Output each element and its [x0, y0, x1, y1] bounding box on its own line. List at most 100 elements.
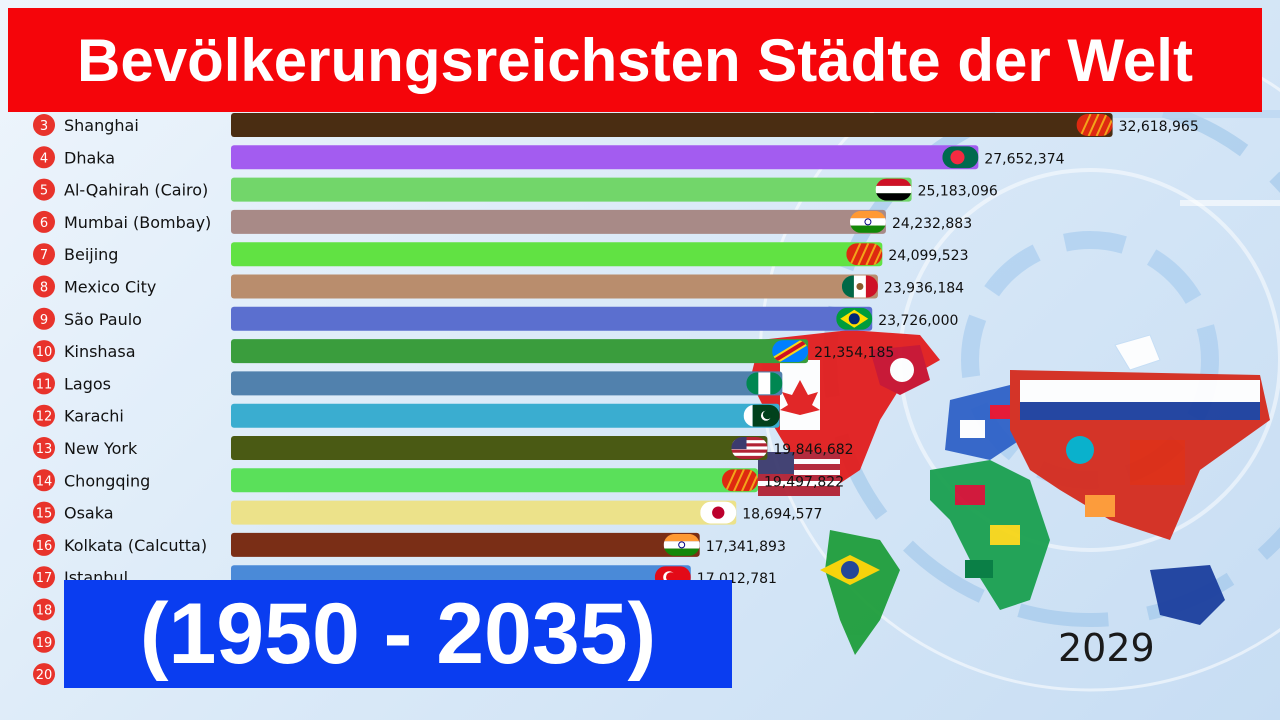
city-label: Dhaka: [64, 148, 115, 167]
rank-badge-circle: [33, 533, 55, 556]
bar: [231, 403, 780, 428]
rank-badge-number: 18: [36, 604, 53, 619]
rank-badge: 4: [33, 146, 55, 169]
value-label: 21,354,185: [814, 345, 894, 361]
usa-flag-icon: [731, 437, 768, 459]
city-label: New York: [64, 439, 138, 458]
rank-badge-number: 15: [36, 507, 53, 522]
pakistan-flag-icon: [743, 404, 780, 427]
rank-badge: 7: [33, 243, 55, 266]
rank-badge-circle: [33, 243, 55, 266]
rank-badge: 3: [33, 114, 55, 136]
city-label: Chongqing: [64, 471, 150, 490]
bar: [231, 371, 783, 396]
rank-badge-circle: [33, 469, 55, 492]
city-label: Al-Qahirah (Cairo): [64, 181, 208, 200]
bar: [231, 306, 873, 331]
rank-badge: 11: [33, 372, 55, 395]
rank-badge: 10: [33, 340, 55, 363]
city-label: Mexico City: [64, 278, 156, 297]
india-flag-icon: [849, 210, 886, 233]
rank-badge: 20: [33, 663, 55, 686]
value-label: 27,652,374: [984, 151, 1064, 167]
rank-badge: 18: [33, 598, 55, 621]
rank-badge-number: 17: [36, 571, 53, 586]
bar: [231, 500, 737, 525]
rank-badge-circle: [33, 404, 55, 427]
bar: [231, 177, 912, 202]
rank-badge-circle: [33, 372, 55, 395]
rank-badge: 17: [33, 566, 55, 589]
rank-badge-number: 3: [40, 119, 48, 134]
value-label: 24,232,883: [892, 216, 972, 232]
rank-badge: 5: [33, 178, 55, 201]
rank-badge-circle: [33, 663, 55, 686]
rank-badge-number: 8: [40, 281, 48, 296]
bar: [231, 468, 758, 493]
rank-badge-number: 9: [40, 313, 48, 328]
rank-badge-number: 14: [36, 474, 53, 489]
rank-badge-number: 5: [40, 184, 48, 199]
rank-badge-circle: [33, 275, 55, 298]
rank-badge-number: 10: [36, 345, 53, 360]
value-label: 24,099,523: [888, 248, 968, 264]
year-range-banner: (1950 - 2035): [64, 580, 732, 688]
bar: [231, 209, 886, 234]
bar: [231, 274, 878, 299]
rank-badge-circle: [33, 598, 55, 621]
rank-badge-circle: [33, 210, 55, 233]
value-label: 17,341,893: [706, 539, 786, 555]
rank-badge-number: 16: [36, 539, 53, 554]
rank-badge: 14: [33, 469, 55, 492]
city-label: Mumbai (Bombay): [64, 213, 211, 232]
rank-badge-circle: [33, 146, 55, 169]
value-label: 19,497,822: [764, 474, 844, 490]
china-flag-icon: [846, 243, 883, 266]
rank-badge-number: 19: [36, 636, 53, 651]
rank-badge-number: 11: [36, 377, 53, 392]
egypt-flag-icon: [875, 178, 912, 201]
rank-badge-circle: [33, 307, 55, 330]
rank-badge: 8: [33, 275, 55, 298]
rank-badge-number: 6: [40, 216, 48, 231]
city-label: Kinshasa: [64, 342, 136, 361]
city-label: Osaka: [64, 504, 114, 523]
rank-badge-number: 20: [36, 668, 53, 683]
city-label: Lagos: [64, 374, 111, 393]
bar: [231, 532, 700, 557]
city-label: Kolkata (Calcutta): [64, 536, 207, 555]
rank-badge-number: 7: [40, 248, 48, 263]
rank-badge-number: 13: [36, 442, 53, 457]
rank-badge-number: 12: [36, 410, 53, 425]
value-label: 32,618,965: [1119, 119, 1199, 135]
bar: [231, 242, 883, 267]
china-flag-icon: [1076, 114, 1113, 136]
bar: [231, 145, 979, 170]
rank-badge-circle: [33, 114, 55, 136]
bar: [231, 339, 809, 364]
china-flag-icon: [721, 469, 758, 492]
rank-badge-circle: [33, 340, 55, 363]
india-flag-icon: [663, 533, 700, 556]
rank-badge-circle: [33, 437, 55, 459]
rank-badge: 12: [33, 404, 55, 427]
rank-badge: 13: [33, 437, 55, 459]
rank-badge-circle: [33, 501, 55, 524]
chart-title: Bevölkerungsreichsten Städte der Welt: [8, 8, 1262, 112]
mexico-flag-icon: [841, 275, 878, 298]
japan-flag-icon: [700, 501, 737, 524]
value-label: 25,183,096: [918, 184, 998, 200]
value-label: 23,726,000: [878, 313, 958, 329]
current-year-label: 2029: [1058, 626, 1155, 670]
brazil-flag-icon: [836, 307, 873, 330]
value-label: 23,936,184: [884, 281, 964, 297]
bar: [231, 113, 1113, 137]
rank-badge: 9: [33, 307, 55, 330]
rank-badge: 16: [33, 533, 55, 556]
value-label: 19,846,682: [773, 442, 853, 458]
rank-badge-circle: [33, 178, 55, 201]
bangladesh-flag-icon: [942, 146, 979, 169]
rank-badge-number: 4: [40, 151, 48, 166]
